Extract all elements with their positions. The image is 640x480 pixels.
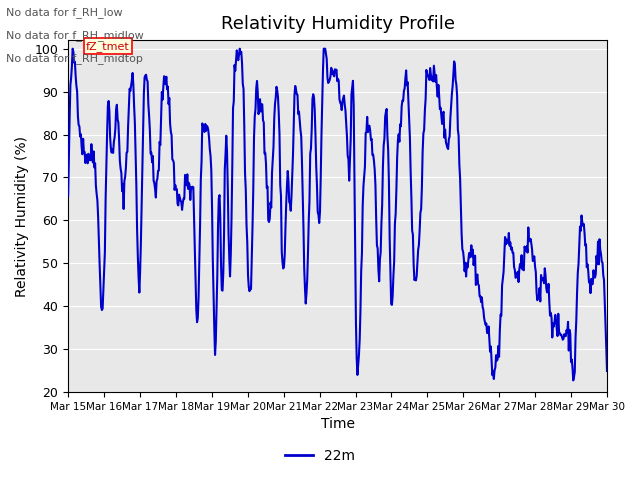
Text: No data for f_RH_midlow: No data for f_RH_midlow	[6, 30, 144, 41]
Text: fZ_tmet: fZ_tmet	[86, 41, 130, 52]
Text: No data for f_RH_midtop: No data for f_RH_midtop	[6, 53, 143, 64]
Title: Relativity Humidity Profile: Relativity Humidity Profile	[221, 15, 454, 33]
X-axis label: Time: Time	[321, 418, 355, 432]
Y-axis label: Relativity Humidity (%): Relativity Humidity (%)	[15, 136, 29, 297]
Text: No data for f_RH_low: No data for f_RH_low	[6, 7, 123, 18]
Legend: 22m: 22m	[280, 443, 360, 468]
